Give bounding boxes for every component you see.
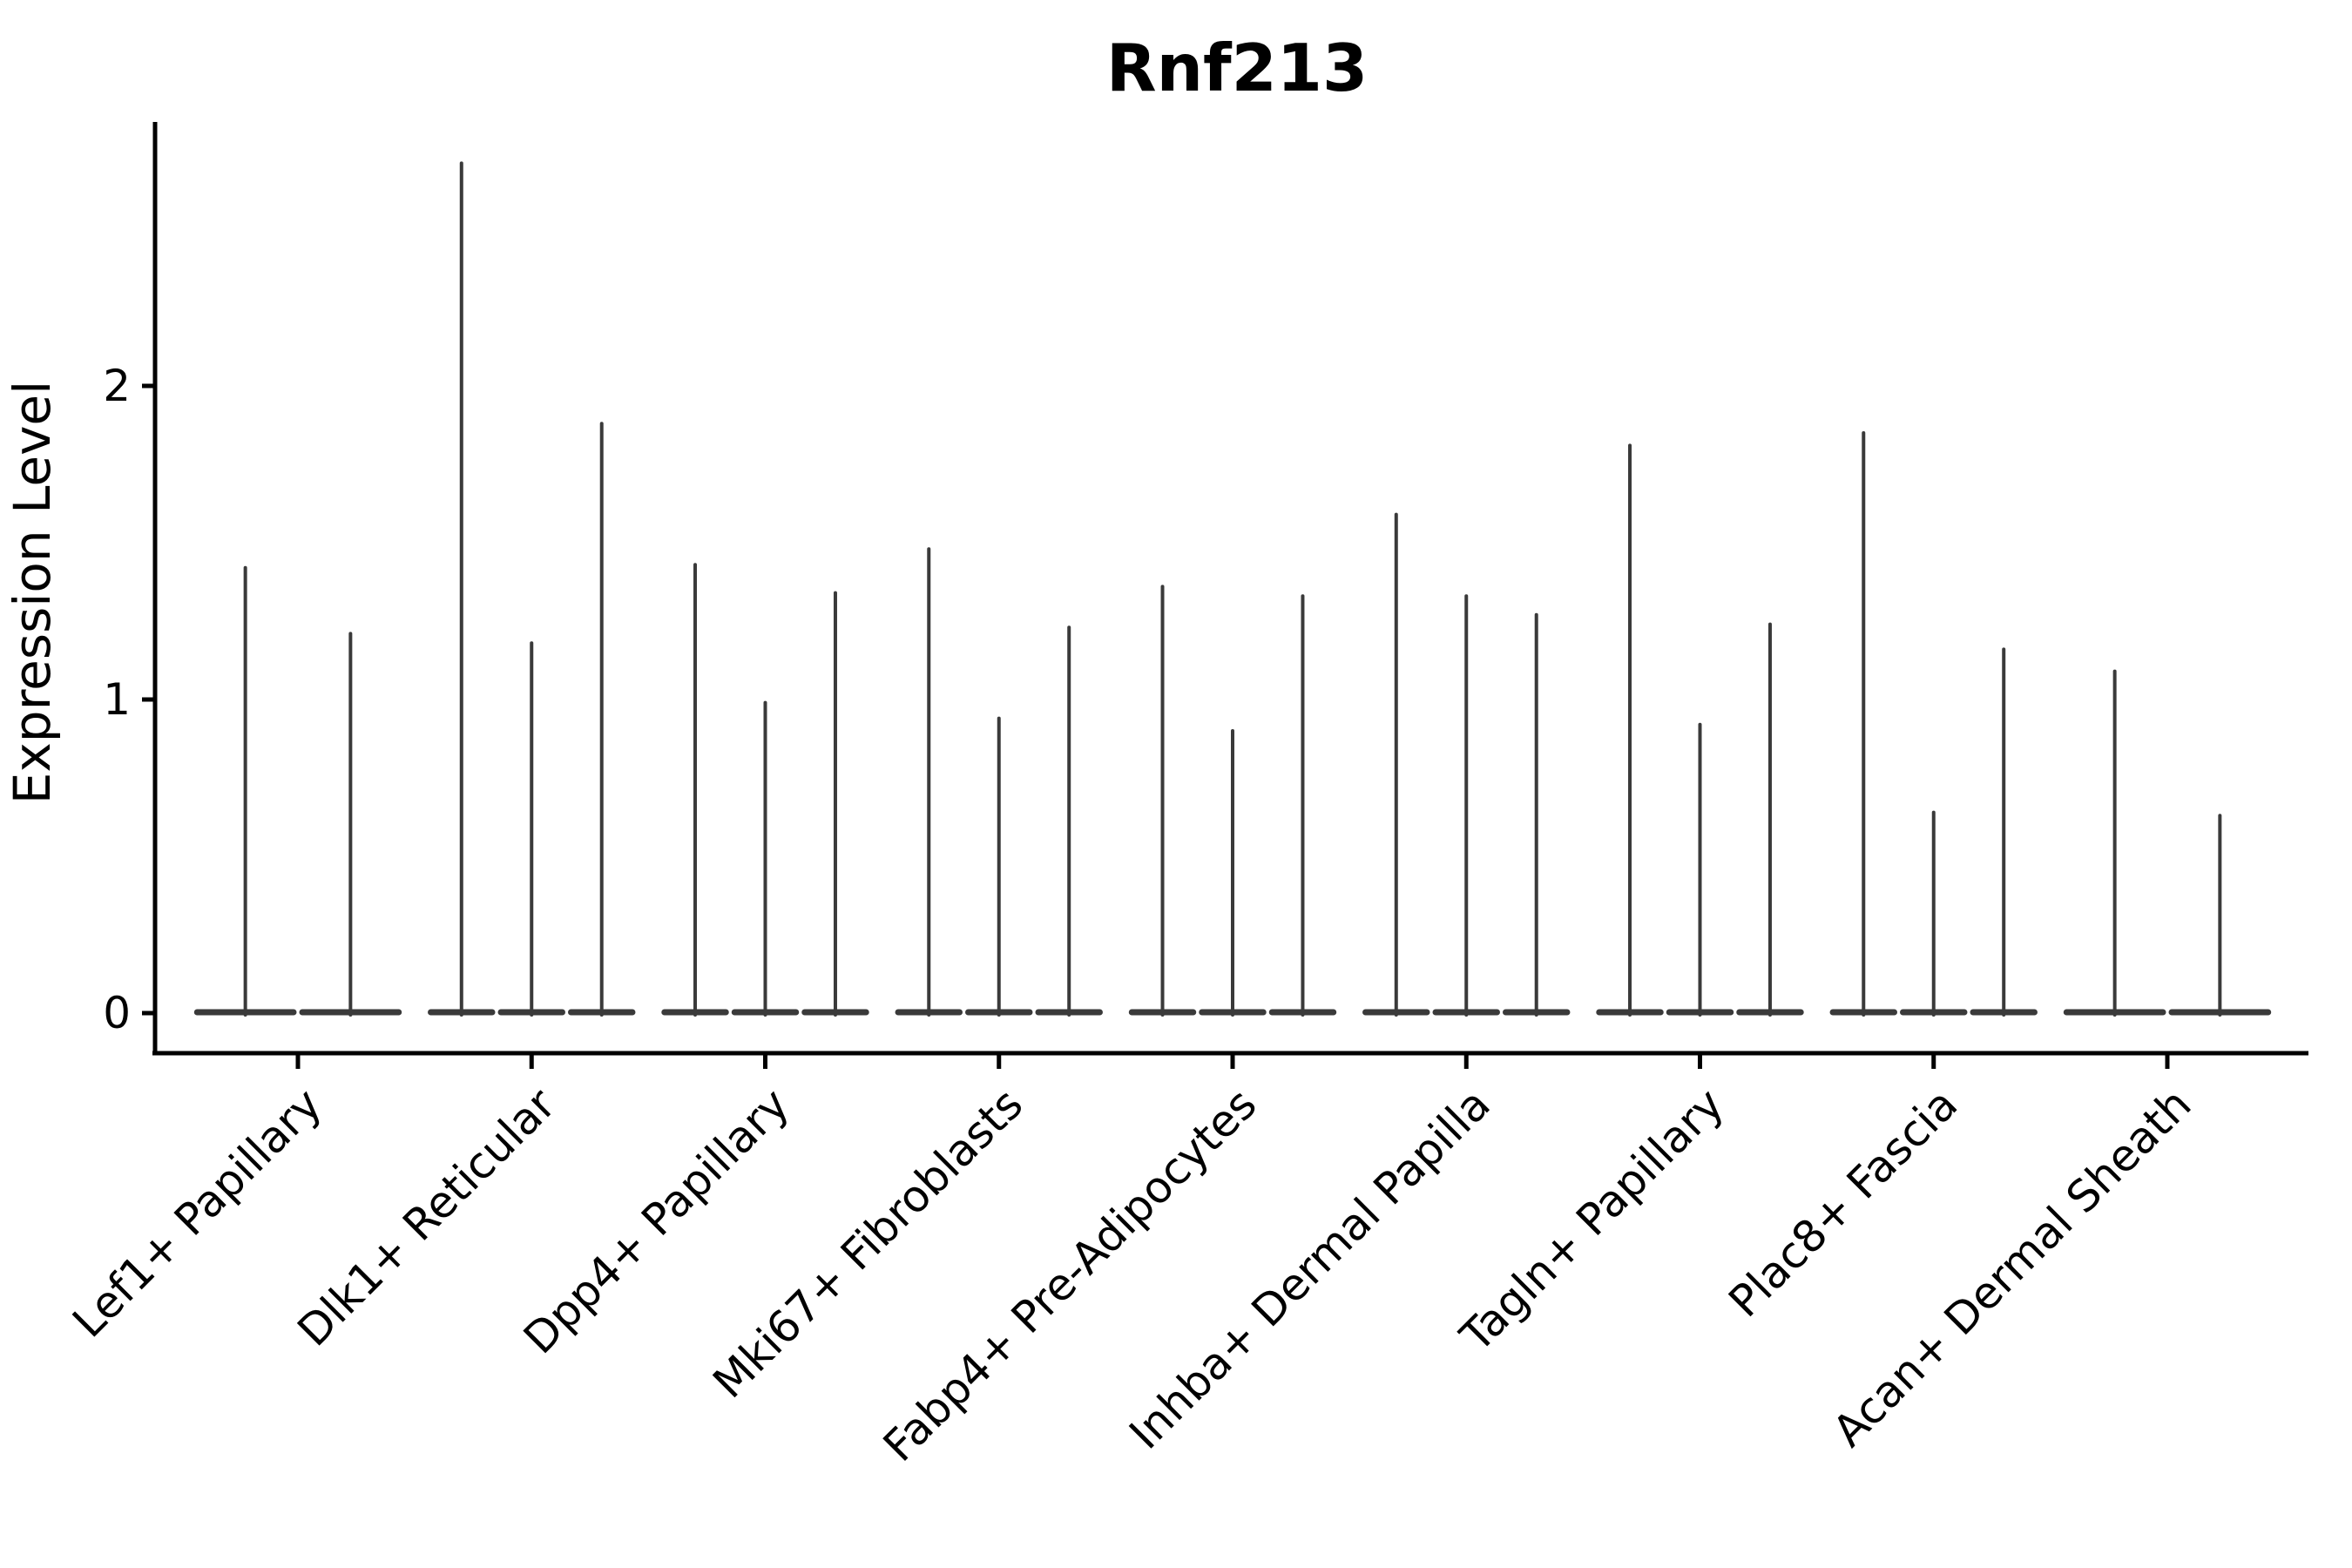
violin-group [1596,443,1804,1017]
y-tick-label: 1 [103,674,131,725]
violin-group [2063,669,2272,1017]
violin-group [1829,431,2038,1017]
violin-series [193,161,2272,1017]
violin-group [895,547,1103,1017]
y-tick-label: 0 [103,988,131,1038]
y-axis-label: Expression Level [3,381,62,804]
violin-group [428,161,636,1017]
y-axis-ticks: 0 1 2 [103,361,155,1038]
violin-group [1128,585,1337,1017]
y-tick-label: 2 [103,361,131,411]
violin-group [661,563,869,1017]
violin-group [193,565,402,1017]
violin-group [1362,512,1571,1017]
chart-title: Rnf213 [1106,30,1368,106]
